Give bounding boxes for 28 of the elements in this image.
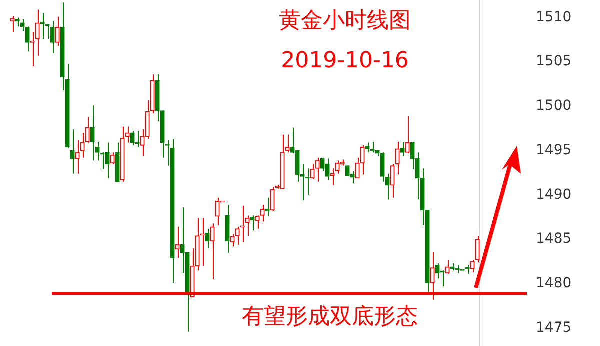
y-tick-label: 1505 — [536, 54, 572, 70]
y-tick-label: 1500 — [536, 98, 572, 114]
candlestick — [285, 134, 290, 154]
candlestick — [400, 141, 405, 157]
candlestick — [55, 16, 60, 47]
candlestick — [175, 226, 180, 259]
chart-title: 黄金小时线图 — [279, 8, 411, 34]
candlestick — [315, 157, 320, 182]
y-tick-label: 1485 — [536, 231, 572, 248]
y-tick-label: 1510 — [536, 9, 572, 26]
candlestick — [205, 228, 210, 249]
annotation: 有望形成双底形态 — [242, 304, 418, 330]
candlestick — [445, 259, 450, 275]
candlestick — [210, 223, 215, 280]
candlestick — [260, 204, 265, 222]
y-tick-label: 1490 — [536, 186, 572, 203]
y-tick-label: 1495 — [536, 142, 572, 158]
candlestick — [70, 129, 75, 174]
candlestick — [405, 116, 410, 154]
candlestick — [475, 235, 480, 264]
candlestick — [50, 20, 55, 54]
y-tick-label: 1480 — [536, 276, 572, 292]
candlestick — [250, 215, 255, 232]
candlestick — [110, 152, 115, 165]
candlestick — [470, 259, 475, 273]
candlestick — [255, 215, 260, 230]
y-tick-label: 1475 — [536, 320, 572, 336]
text: 2019-10-16 — [281, 48, 409, 74]
